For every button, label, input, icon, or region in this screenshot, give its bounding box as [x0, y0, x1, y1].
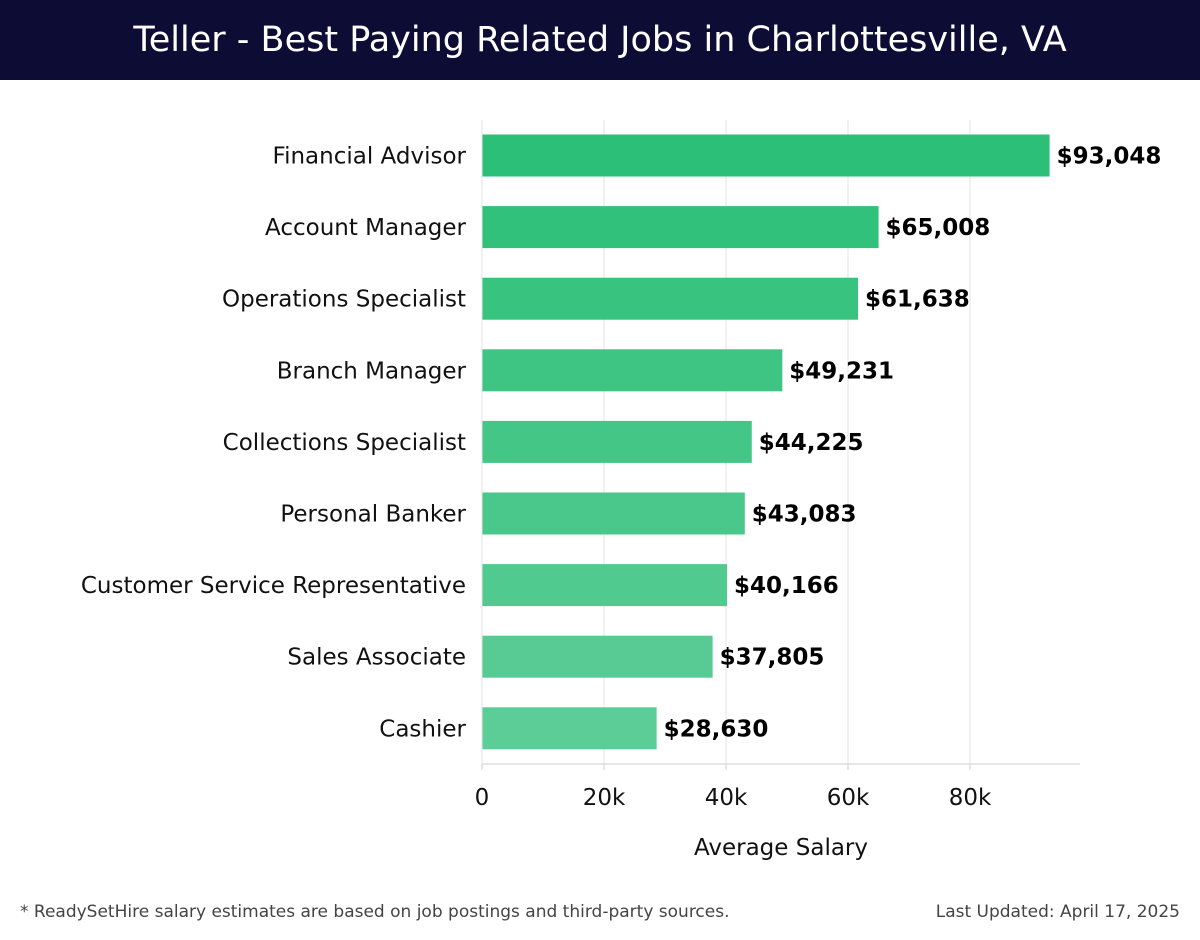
bar — [482, 206, 879, 249]
bar — [482, 492, 745, 535]
bar — [482, 707, 657, 750]
x-tick-label: 20k — [583, 785, 626, 811]
x-tick-label: 40k — [705, 785, 748, 811]
bar-chart: Financial Advisor $93,048 Account Manager $… — [81, 120, 1162, 861]
bar — [482, 134, 1050, 177]
category-label: Account Manager — [265, 215, 467, 241]
data-label: $28,630 — [664, 716, 769, 742]
data-label: $40,166 — [734, 573, 839, 599]
x-tick-label: 60k — [827, 785, 870, 811]
category-label: Operations Specialist — [222, 287, 466, 313]
data-label: $49,231 — [789, 358, 894, 384]
x-tick-label: 0 — [475, 785, 490, 811]
data-label: $37,805 — [720, 645, 825, 671]
category-label: Personal Banker — [280, 502, 466, 528]
category-label: Financial Advisor — [273, 144, 467, 170]
x-tick-label: 80k — [949, 785, 992, 811]
category-label: Collections Specialist — [223, 430, 466, 456]
footer-note: * ReadySetHire salary estimates are base… — [20, 902, 730, 922]
x-axis-title: Average Salary — [694, 835, 868, 861]
data-label: $93,048 — [1057, 144, 1162, 170]
bar — [482, 349, 783, 392]
title-bar: Teller - Best Paying Related Jobs in Cha… — [0, 0, 1200, 80]
bar — [482, 277, 858, 320]
category-label: Branch Manager — [277, 358, 467, 384]
data-label: $61,638 — [865, 287, 970, 313]
last-updated-text: Last Updated: April 17, 2025 — [935, 902, 1180, 922]
category-label: Cashier — [379, 716, 466, 742]
data-label: $65,008 — [886, 215, 991, 241]
bar — [482, 635, 713, 678]
data-label: $44,225 — [759, 430, 864, 456]
bar — [482, 564, 728, 607]
page-title: Teller - Best Paying Related Jobs in Cha… — [133, 20, 1067, 60]
bar — [482, 420, 752, 463]
data-label: $43,083 — [752, 502, 857, 528]
category-label: Customer Service Representative — [81, 573, 466, 599]
category-label: Sales Associate — [287, 645, 466, 671]
